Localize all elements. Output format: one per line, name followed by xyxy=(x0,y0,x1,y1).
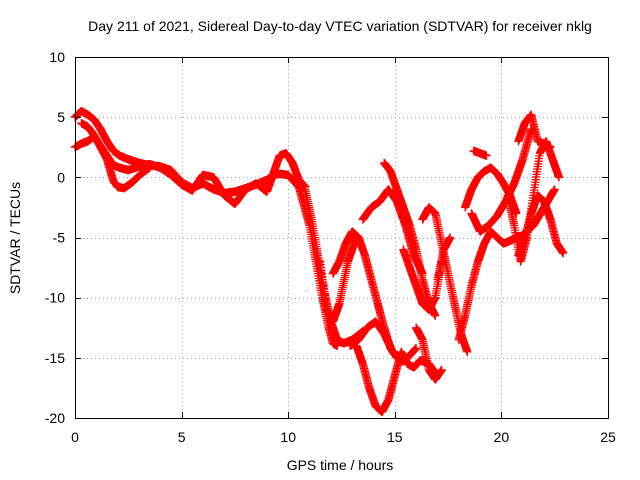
series-trace-15 xyxy=(454,185,559,344)
y-tick-label: -15 xyxy=(45,350,65,366)
data-point xyxy=(550,185,559,194)
data-point xyxy=(554,173,564,182)
y-axis-title: SDTVAR / TECUs xyxy=(7,182,23,294)
x-tick-labels: 0 5 10 15 20 25 xyxy=(71,429,616,445)
y-tick-label: -5 xyxy=(53,230,66,246)
x-tick-label: 25 xyxy=(600,429,616,445)
x-tick-label: 15 xyxy=(387,429,403,445)
series-trace-5 xyxy=(316,233,361,326)
series-trace-17 xyxy=(469,146,491,160)
series-trace-10 xyxy=(379,158,440,320)
data-points xyxy=(70,107,568,417)
y-tick-label: 10 xyxy=(49,49,65,65)
series-trace-11 xyxy=(399,245,446,314)
series-trace-3 xyxy=(77,119,154,193)
axis-ticks xyxy=(75,57,609,419)
series-trace-14 xyxy=(433,233,455,284)
series-trace-8 xyxy=(345,317,404,362)
data-point xyxy=(145,163,154,172)
data-point xyxy=(411,344,421,353)
x-tick-label: 0 xyxy=(71,429,79,445)
y-tick-label: 5 xyxy=(57,109,65,125)
data-point xyxy=(437,365,446,375)
series-trace-18 xyxy=(467,125,536,236)
x-tick-label: 20 xyxy=(494,429,510,445)
data-point xyxy=(446,233,455,242)
series-trace-1 xyxy=(70,107,342,350)
y-tick-label: -20 xyxy=(45,410,65,426)
x-tick-label: 5 xyxy=(178,429,186,445)
y-tick-label: -10 xyxy=(45,290,65,306)
y-tick-label: 0 xyxy=(57,169,65,185)
data-point xyxy=(546,143,555,152)
data-point xyxy=(559,248,568,258)
data-point xyxy=(463,347,472,356)
data-point xyxy=(482,151,491,160)
data-point xyxy=(394,353,404,362)
series-trace-21 xyxy=(514,110,555,152)
x-axis-title: GPS time / hours xyxy=(287,457,394,473)
x-tick-label: 10 xyxy=(280,429,296,445)
series-trace-20 xyxy=(514,191,568,260)
data-point xyxy=(431,311,440,320)
chart-title: Day 211 of 2021, Sidereal Day-to-day VTE… xyxy=(88,18,592,34)
series-trace-13 xyxy=(411,323,446,384)
y-tick-labels: 10 5 0 -5 -10 -15 -20 xyxy=(45,49,65,426)
